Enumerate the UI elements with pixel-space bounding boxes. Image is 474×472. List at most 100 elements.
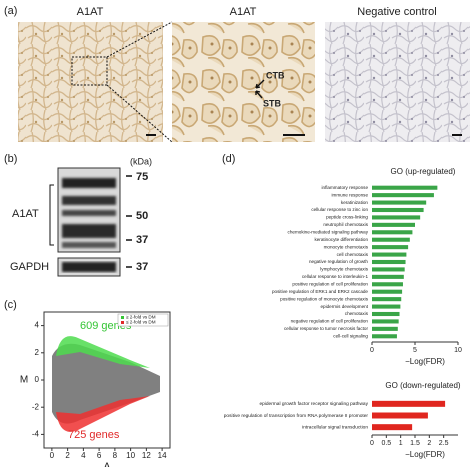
marker: 75 xyxy=(136,171,148,183)
x-axis-label: A xyxy=(104,462,111,467)
category-label: cell-cell signaling xyxy=(333,334,368,339)
marker: 37 xyxy=(136,261,148,273)
x-tick-label: 5 xyxy=(413,347,417,354)
blot-bands xyxy=(62,178,116,248)
bar xyxy=(372,267,405,272)
bar xyxy=(372,334,397,339)
bar xyxy=(372,282,403,287)
chart-title: GO (up-regulated) xyxy=(391,167,456,176)
x-tick-label: 8 xyxy=(113,451,118,460)
bar xyxy=(372,245,409,250)
category-label: neutrophil chemotaxis xyxy=(323,222,368,227)
category-label: epidermal growth factor receptor signali… xyxy=(259,401,368,407)
category-label: cellular response to zinc ion xyxy=(311,207,368,212)
category-label: peptide cross-linking xyxy=(326,215,368,220)
panel-label: (b) xyxy=(4,153,17,165)
legend-label: ≤ 2-fold vs DM xyxy=(126,320,156,325)
panel-label: (a) xyxy=(4,5,17,17)
category-label: positive regulation of ERK1 and ERK2 cas… xyxy=(272,289,368,294)
panel-label: (d) xyxy=(222,153,235,165)
bar xyxy=(372,297,402,302)
x-tick-label: 6 xyxy=(97,451,102,460)
category-label: cellular response to tumor necrosis fact… xyxy=(284,326,368,331)
marker-tick xyxy=(126,175,132,268)
bar xyxy=(372,311,400,317)
image-title: A1AT xyxy=(77,6,104,18)
bar xyxy=(372,230,413,235)
zoom-box xyxy=(71,56,108,86)
annotation: 725 genes xyxy=(68,429,120,441)
x-tick-label: 0 xyxy=(370,440,374,447)
category-label: negative regulation of growth xyxy=(309,259,368,264)
legend-label: ≥ 2-fold vs DM xyxy=(126,315,156,320)
x-axis-label: −Log(FDR) xyxy=(405,357,445,366)
x-tick-label: 0.5 xyxy=(381,440,391,447)
category-label: cellular response to interleukin-1 xyxy=(302,274,369,279)
x-tick-label: 0 xyxy=(50,451,55,460)
bar xyxy=(372,412,428,419)
bar xyxy=(372,222,415,227)
bar xyxy=(372,259,406,265)
legend-swatch xyxy=(121,321,124,324)
category-label: monocyte chemotaxis xyxy=(324,244,369,249)
x-tick-label: 2.5 xyxy=(439,440,449,447)
annotation: STB xyxy=(263,98,282,108)
y-tick-label: -4 xyxy=(32,430,40,439)
bar xyxy=(372,207,424,213)
bar xyxy=(372,193,434,198)
bracket xyxy=(49,184,54,246)
y-axis-label: M xyxy=(20,375,28,386)
x-tick-label: 2 xyxy=(65,451,70,460)
marker: 50 xyxy=(136,210,148,222)
category-label: lymphocyte chemotaxis xyxy=(320,267,368,272)
y-tick-label: 0 xyxy=(35,375,40,384)
x-axis-label: −Log(FDR) xyxy=(405,450,445,459)
arrow xyxy=(255,90,263,99)
annotation: CTB xyxy=(266,70,285,80)
category-label: keratinization xyxy=(341,200,369,205)
zoom-line xyxy=(106,84,173,143)
y-tick-label: 4 xyxy=(35,321,40,330)
unit-label: (kDa) xyxy=(130,156,152,166)
legend xyxy=(117,313,169,327)
row-label: GAPDH xyxy=(10,261,49,273)
category-label: intracellular signal transduction xyxy=(302,424,368,430)
x-tick-label: 10 xyxy=(454,347,462,354)
legend-swatch xyxy=(121,316,124,319)
image-title: Negative control xyxy=(357,6,437,18)
bar xyxy=(372,274,404,279)
category-label: chemokine-mediated signaling pathway xyxy=(288,230,369,235)
row-label: A1AT xyxy=(12,208,39,220)
bar xyxy=(372,252,407,257)
x-tick-label: 10 xyxy=(126,451,135,460)
category-label: immune response xyxy=(331,192,368,197)
category-label: chemotaxis xyxy=(345,311,369,316)
x-tick-label: 14 xyxy=(158,451,167,460)
y-tick-label: 2 xyxy=(35,348,40,357)
marker: 37 xyxy=(136,234,148,246)
bar xyxy=(372,200,427,205)
category-label: positive regulation of cell proliferatio… xyxy=(292,282,368,287)
x-tick-label: 1.5 xyxy=(410,440,420,447)
bar xyxy=(372,304,401,309)
bar xyxy=(372,319,399,324)
x-tick-label: 12 xyxy=(142,451,151,460)
bar xyxy=(372,289,403,294)
arrow xyxy=(255,79,265,89)
bar xyxy=(372,326,398,331)
y-tick-label: -2 xyxy=(32,402,40,411)
chart-title: GO (down-regulated) xyxy=(385,381,460,390)
bar xyxy=(372,215,421,220)
bar xyxy=(372,424,413,431)
image-title: A1AT xyxy=(230,6,257,18)
x-tick-label: 4 xyxy=(81,451,86,460)
bar xyxy=(372,237,410,242)
category-label: positive regulation of monocyte chemotax… xyxy=(280,296,369,301)
category-label: keratinocyte differentiation xyxy=(314,237,368,242)
blot-band xyxy=(62,262,116,272)
micrograph xyxy=(18,22,163,142)
category-label: positive regulation of transcription fro… xyxy=(224,413,369,419)
x-tick-label: 1 xyxy=(399,440,403,447)
bar xyxy=(372,400,446,407)
bar xyxy=(372,185,438,190)
